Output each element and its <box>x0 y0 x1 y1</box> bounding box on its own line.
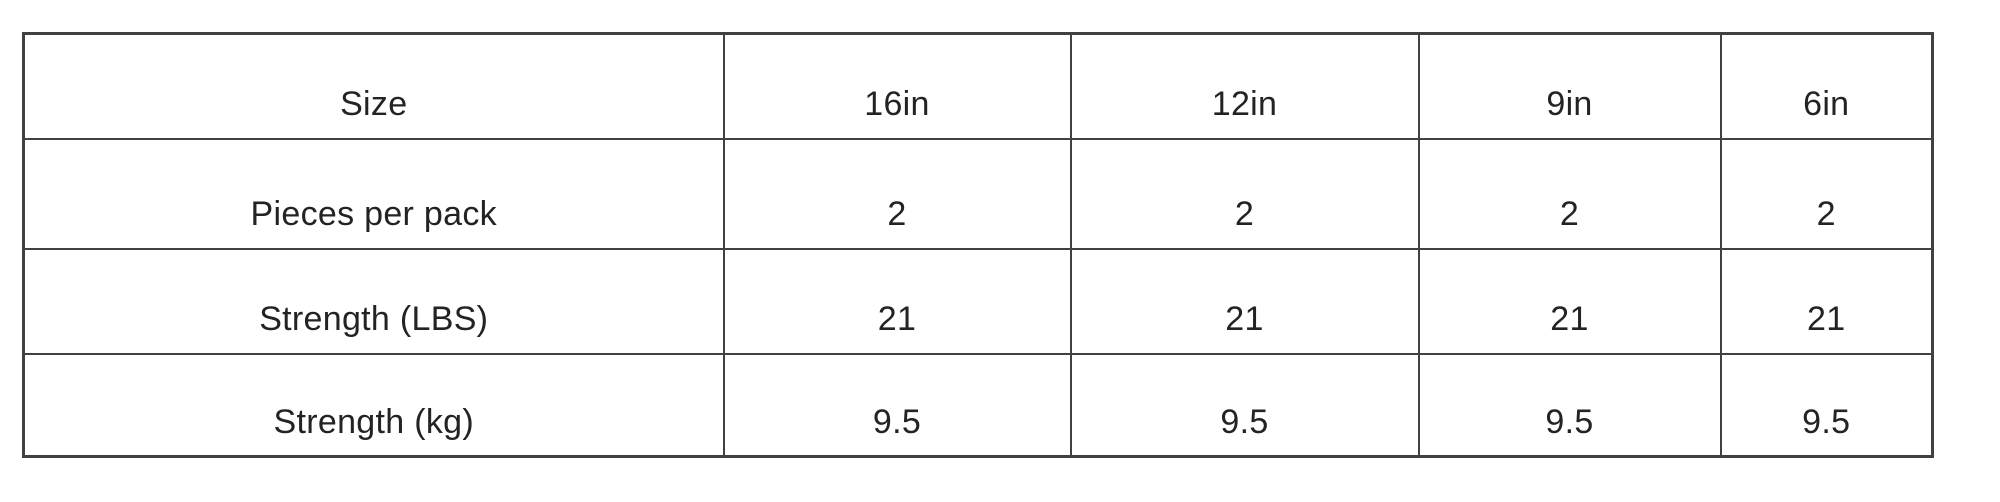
table-row-pieces-per-pack: Pieces per pack 2 2 2 2 <box>22 137 1934 250</box>
table-cell-pieces-6in: 2 <box>1719 137 1934 250</box>
table-row-strength-kg: Strength (kg) 9.5 9.5 9.5 9.5 <box>22 352 1934 458</box>
table-cell-strength-kg-9in: 9.5 <box>1417 352 1722 458</box>
header-cell-6in: 6in <box>1719 32 1934 140</box>
table-row-strength-lbs: Strength (LBS) 21 21 21 21 <box>22 247 1934 355</box>
table-cell-pieces-16in: 2 <box>722 137 1072 250</box>
table-cell-strength-kg-12in: 9.5 <box>1069 352 1420 458</box>
row-label-strength-lbs: Strength (LBS) <box>22 247 725 355</box>
table-cell-pieces-9in: 2 <box>1417 137 1722 250</box>
row-label-pieces-per-pack: Pieces per pack <box>22 137 725 250</box>
table-cell-strength-lbs-16in: 21 <box>722 247 1072 355</box>
header-cell-12in: 12in <box>1069 32 1420 140</box>
header-cell-9in: 9in <box>1417 32 1722 140</box>
table-cell-strength-kg-6in: 9.5 <box>1719 352 1934 458</box>
product-spec-table: Size 16in 12in 9in 6in Pieces per pack 2… <box>22 32 1934 458</box>
header-cell-size: Size <box>22 32 725 140</box>
header-cell-16in: 16in <box>722 32 1072 140</box>
table-cell-strength-lbs-12in: 21 <box>1069 247 1420 355</box>
table-cell-strength-lbs-9in: 21 <box>1417 247 1722 355</box>
row-label-strength-kg: Strength (kg) <box>22 352 725 458</box>
table-cell-strength-kg-16in: 9.5 <box>722 352 1072 458</box>
table-cell-strength-lbs-6in: 21 <box>1719 247 1934 355</box>
table-cell-pieces-12in: 2 <box>1069 137 1420 250</box>
table-row-header: Size 16in 12in 9in 6in <box>22 32 1934 140</box>
